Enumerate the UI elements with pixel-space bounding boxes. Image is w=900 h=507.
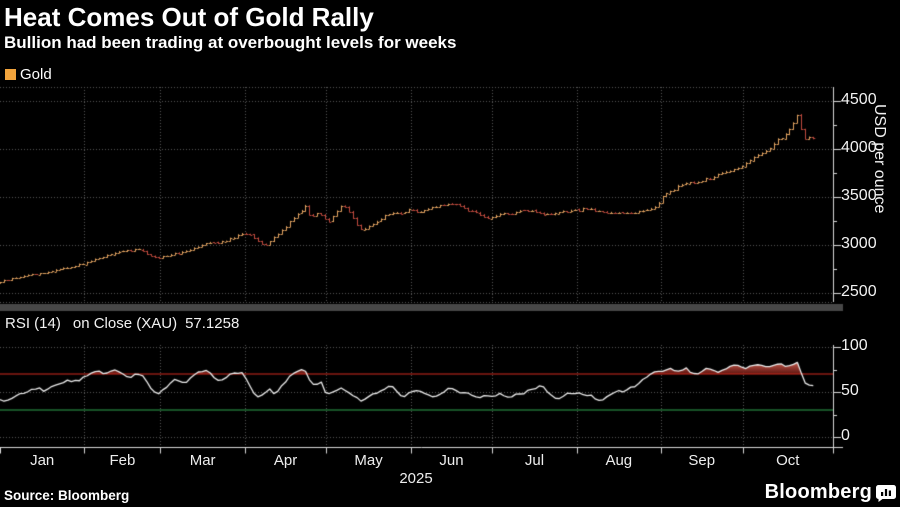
month-label: Jan (30, 452, 55, 469)
price-tick-label: 4500 (841, 91, 877, 108)
source-credit: Source: Bloomberg (4, 488, 130, 503)
rsi-legend-detail: on Close (XAU) (72, 315, 178, 332)
month-label: Sep (688, 452, 716, 469)
bloomberg-logo-icon (876, 485, 896, 502)
month-label: Jun (439, 452, 464, 469)
gold-legend: Gold (5, 66, 52, 83)
page-title: Heat Comes Out of Gold Rally (4, 2, 374, 32)
price-axis-title: USD per ounce (871, 104, 888, 214)
x-axis-year-label: 2025 (399, 470, 433, 487)
month-label: Aug (605, 452, 633, 469)
price-tick-label: 3000 (841, 235, 877, 252)
month-label: Apr (273, 452, 298, 469)
price-tick-label: 2500 (841, 283, 877, 300)
page-subtitle: Bullion had been trading at overbought l… (4, 33, 457, 52)
month-label: Feb (109, 452, 136, 469)
price-tick-label: 4000 (841, 139, 877, 156)
gold-legend-swatch-icon (5, 69, 16, 80)
month-label: Oct (776, 452, 800, 469)
rsi-tick-label: 50 (841, 382, 859, 399)
rsi-legend-name: RSI (14) (5, 315, 61, 332)
price-tick-label: 3500 (841, 187, 877, 204)
month-label: Mar (189, 452, 216, 469)
month-label: Jul (524, 452, 545, 469)
bloomberg-wordmark: Bloomberg (764, 481, 872, 503)
rsi-tick-label: 0 (841, 427, 850, 444)
rsi-tick-label: 100 (841, 337, 868, 354)
gold-legend-label: Gold (20, 66, 52, 83)
month-label: May (354, 452, 383, 469)
rsi-legend-value: 57.1258 (185, 315, 240, 332)
rsi-legend: RSI (14) on Close (XAU) 57.1258 (5, 315, 239, 332)
